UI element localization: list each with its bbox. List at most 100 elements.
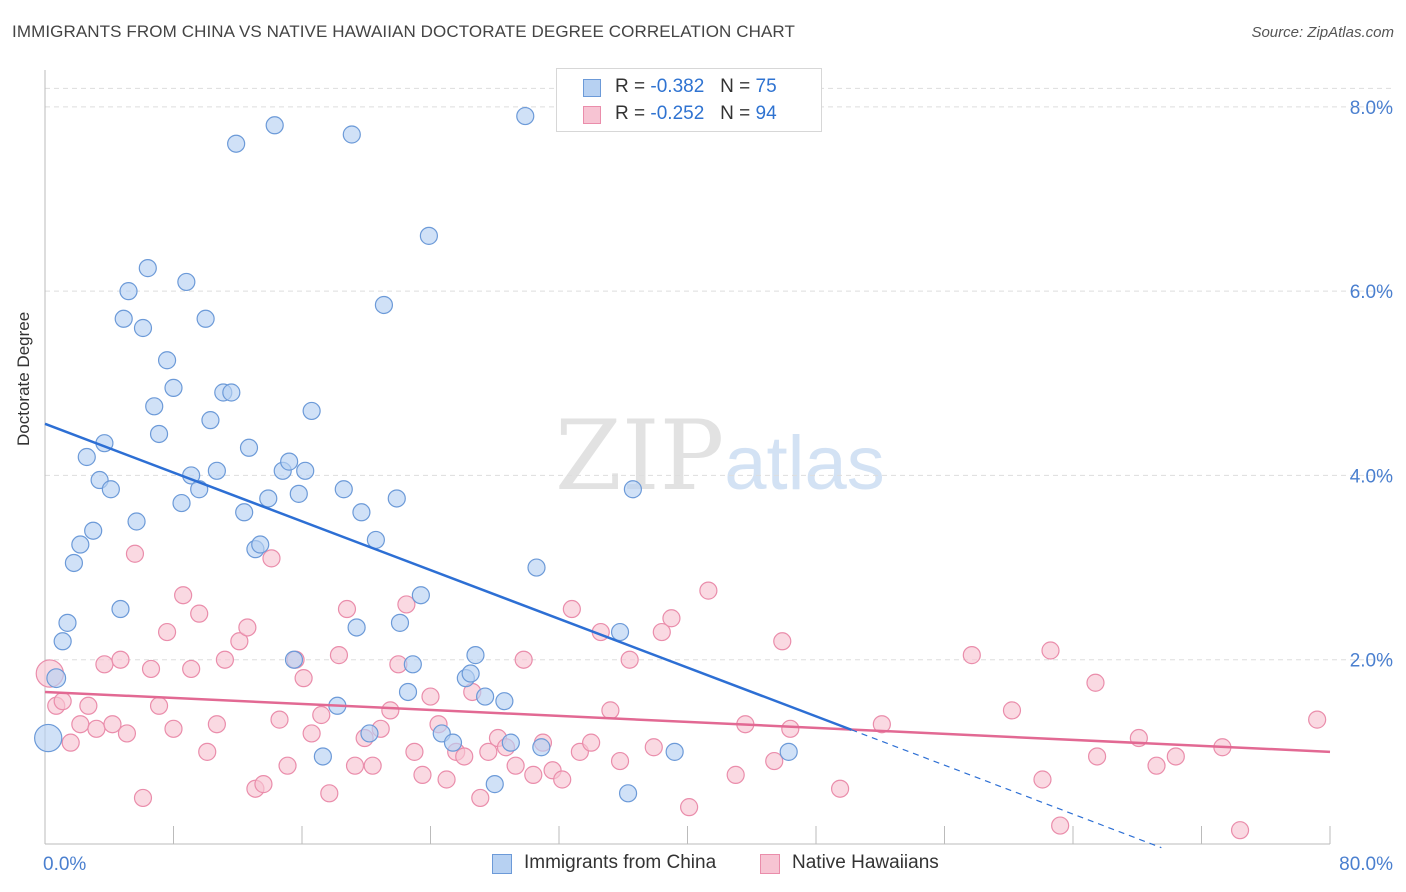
hawaiian-point — [270, 710, 289, 729]
china-point — [411, 586, 430, 605]
china-point — [387, 489, 406, 508]
china-point — [398, 682, 418, 702]
china-point — [235, 503, 254, 522]
hawaiian-point — [103, 715, 122, 734]
y-tick-label: 2.0% — [1350, 651, 1393, 672]
hawaiian-point — [514, 650, 533, 669]
china-point — [289, 484, 308, 503]
bottom-legend-label-china: Immigrants from China — [524, 852, 717, 873]
china-point — [342, 125, 361, 144]
china-point — [779, 742, 798, 761]
china-point — [64, 553, 84, 573]
stats-legend: R = -0.382 N = 75 R = -0.252 N = 94 — [556, 68, 822, 132]
china-point — [313, 747, 332, 766]
hawaiian-point — [125, 544, 145, 563]
hawaiian-point — [294, 669, 313, 688]
hawaiian-point — [610, 751, 630, 771]
hawaiian-point — [421, 687, 440, 706]
hawaiian-point — [133, 788, 153, 808]
china-point — [172, 493, 191, 513]
hawaiian-point — [1041, 641, 1060, 660]
bottom-legend-swatch-hawaiian — [760, 854, 780, 874]
china-point — [53, 632, 72, 651]
china-point — [227, 134, 246, 153]
bottom-legend-swatch-china — [492, 854, 512, 874]
hawaiian-point — [381, 701, 400, 720]
hawaiian-point — [781, 719, 800, 738]
hawaiian-point — [190, 604, 209, 623]
china-point — [623, 480, 642, 499]
hawaiian-point — [1086, 673, 1105, 692]
china-point — [618, 784, 638, 803]
hawaiian-point — [61, 733, 80, 752]
y-tick-label: 4.0% — [1350, 466, 1393, 487]
legend-r-label: R = — [615, 103, 646, 124]
x-tick-label: 0.0% — [43, 854, 86, 875]
hawaiian-point — [117, 724, 137, 743]
china-point — [84, 521, 103, 540]
hawaiian-point — [830, 779, 850, 798]
hawaiian-point — [562, 599, 581, 619]
hawaiian-point — [662, 609, 681, 628]
china-point — [501, 733, 520, 752]
hawaiian-point — [765, 751, 784, 771]
legend-swatch-china — [583, 79, 601, 97]
china-point — [360, 724, 379, 743]
hawaiian-point — [1002, 701, 1022, 720]
hawaiian-point — [413, 765, 432, 784]
hawaiian-point — [278, 756, 297, 775]
hawaiian-point — [397, 595, 416, 614]
hawaiian-point — [726, 765, 745, 784]
hawaiian-point — [329, 646, 349, 665]
china-point — [265, 116, 284, 135]
china-trend-extension — [851, 729, 1162, 849]
hawaiian-point — [437, 770, 456, 789]
legend-r-value-hawaiian: -0.252 — [650, 103, 705, 124]
hawaiian-point — [79, 696, 98, 715]
china-point — [164, 378, 183, 397]
hawaiian-point — [111, 650, 130, 669]
china-point — [443, 733, 463, 752]
china-point — [34, 723, 63, 753]
hawaiian-point — [1033, 770, 1052, 789]
china-point — [476, 687, 495, 706]
hawaiian-point — [1166, 747, 1185, 766]
china-point — [374, 295, 394, 315]
hawaiian-point — [652, 622, 671, 642]
hawaiian-point — [479, 742, 498, 761]
hawaiian-point — [506, 756, 525, 775]
hawaiian-point — [405, 742, 424, 761]
china-point — [114, 309, 133, 328]
china-point — [149, 424, 169, 444]
legend-r-value-china: -0.382 — [650, 76, 705, 97]
china-point — [302, 401, 321, 421]
china-point — [157, 351, 177, 370]
china-point — [207, 461, 226, 480]
china-point — [466, 646, 485, 665]
china-point — [347, 618, 366, 637]
china-point — [77, 447, 96, 467]
china-point — [133, 318, 153, 338]
hawaiian-point — [582, 733, 601, 752]
hawaiian-point — [254, 775, 273, 794]
china-point — [127, 512, 146, 531]
china-point — [71, 535, 90, 554]
hawaiian-point — [337, 599, 357, 619]
china-point — [495, 692, 514, 711]
hawaiian-point — [312, 705, 331, 725]
china-point — [138, 259, 157, 278]
hawaiian-point — [320, 784, 339, 803]
hawaiian-point — [524, 765, 543, 784]
china-point — [251, 535, 270, 554]
china-point — [485, 775, 504, 794]
china-point — [177, 272, 196, 292]
hawaiian-point — [238, 618, 257, 637]
hawaiian-point — [302, 724, 321, 743]
china-point — [419, 226, 438, 245]
china-point — [461, 664, 480, 683]
legend-n-value-china: 75 — [755, 76, 777, 97]
watermark-atlas: atlas — [724, 421, 885, 506]
y-tick-label: 8.0% — [1350, 98, 1393, 119]
china-point — [222, 383, 241, 402]
